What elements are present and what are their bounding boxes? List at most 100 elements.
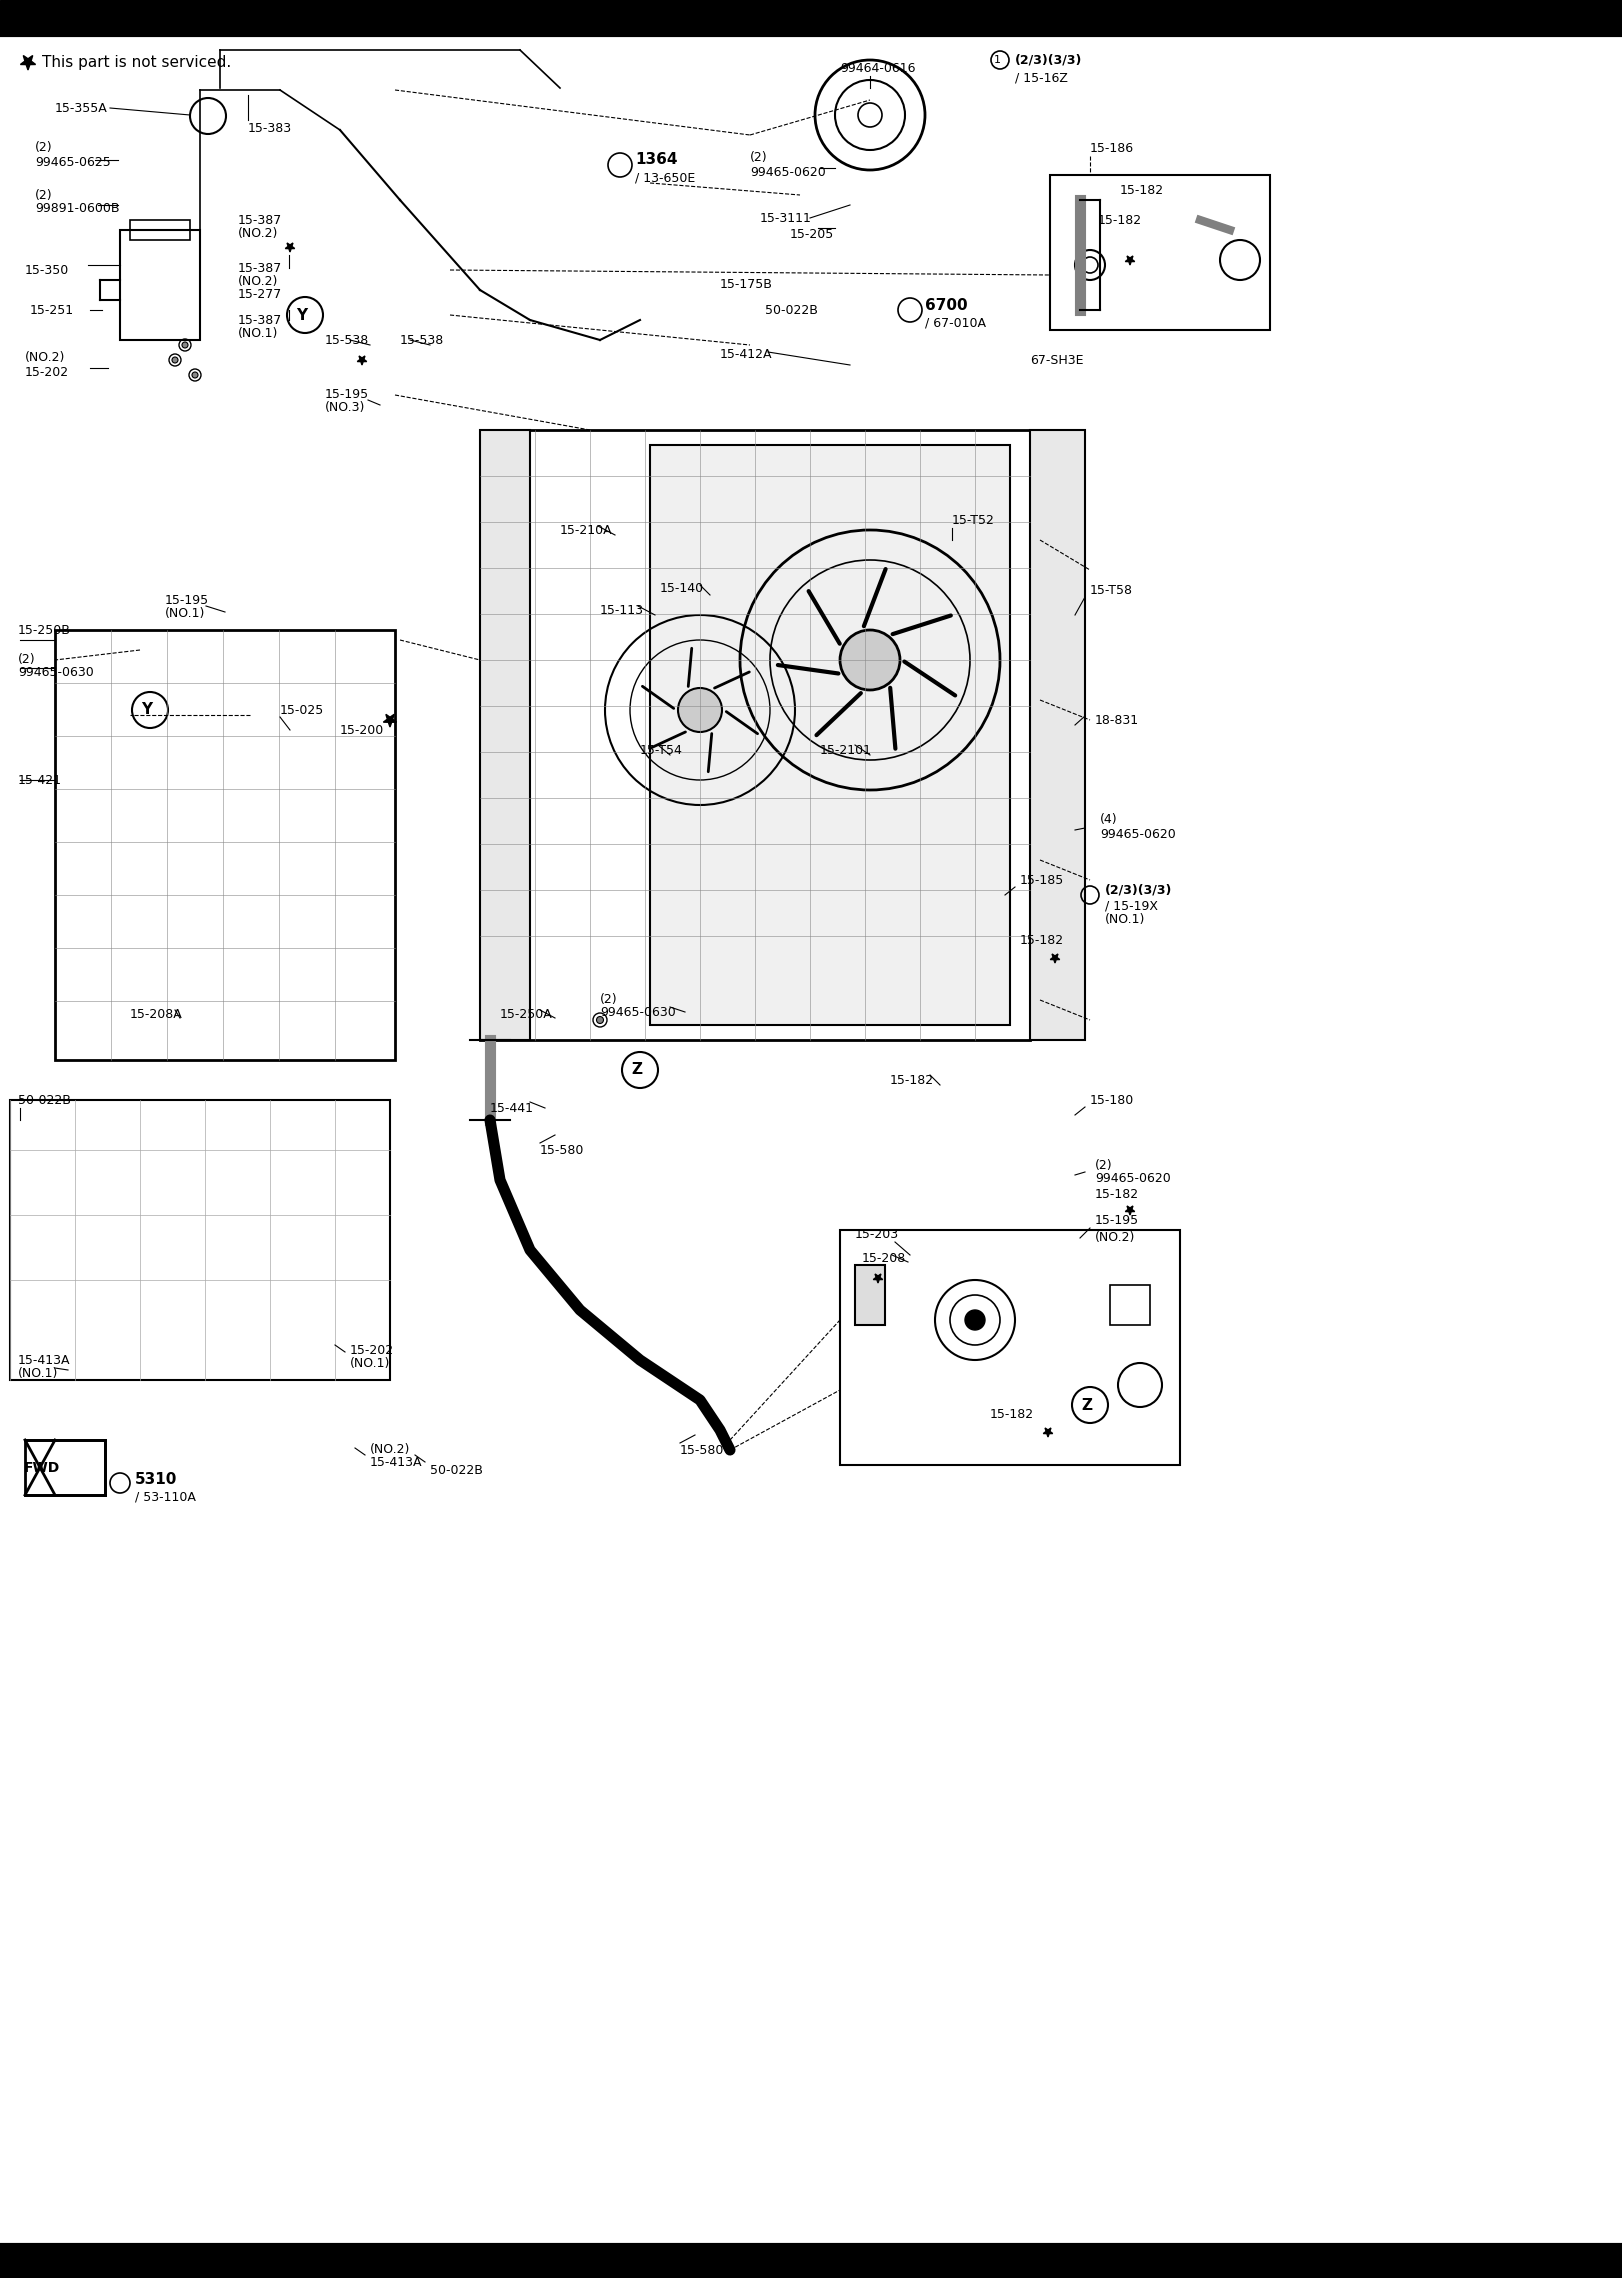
Bar [840,1230,1179,1465]
Text: (NO.1): (NO.1) [350,1355,391,1369]
Polygon shape [1043,1428,1053,1437]
Text: 15-185: 15-185 [1020,872,1064,886]
Text: (2): (2) [1095,1160,1113,1171]
Bar [480,431,530,1041]
Text: 15-182: 15-182 [1020,934,1064,945]
Text: Z: Z [1082,1396,1093,1412]
Text: 15-T52: 15-T52 [952,513,994,526]
Text: (NO.1): (NO.1) [238,326,279,339]
Circle shape [965,1310,985,1330]
Text: 99465-0630: 99465-0630 [18,667,94,679]
Text: 15-182: 15-182 [1098,214,1142,226]
Text: / 15-16Z: / 15-16Z [1015,71,1067,84]
Text: (NO.2): (NO.2) [238,226,279,239]
Text: (2): (2) [36,189,52,200]
Text: 67-SH3E: 67-SH3E [1030,353,1083,367]
Text: 15-387: 15-387 [238,314,282,326]
Polygon shape [285,244,295,253]
Text: 50-022B: 50-022B [766,303,817,317]
Text: 15-025: 15-025 [281,704,324,718]
Text: 15-202: 15-202 [350,1344,394,1355]
Polygon shape [383,715,397,727]
Text: 15-3111: 15-3111 [761,212,813,226]
Bar [120,230,200,339]
Bar [24,1440,105,1494]
Text: 50-022B: 50-022B [430,1462,483,1476]
Text: 50-022B: 50-022B [18,1093,71,1107]
Text: (2): (2) [36,141,52,155]
Text: 15-202: 15-202 [24,364,70,378]
Bar [1049,175,1270,330]
Text: 15-186: 15-186 [1090,141,1134,155]
Bar [55,631,396,1059]
Text: 15-210A: 15-210A [560,524,613,538]
Text: (NO.1): (NO.1) [18,1367,58,1380]
Text: 15-180: 15-180 [1090,1093,1134,1107]
Text: 99891-0600B: 99891-0600B [36,200,120,214]
Circle shape [840,631,900,690]
Text: 15-413A: 15-413A [18,1353,70,1367]
Text: 15-113: 15-113 [600,604,644,617]
Circle shape [182,342,188,349]
Bar [855,1264,886,1326]
Text: 15-251: 15-251 [29,303,75,317]
Text: 1: 1 [994,55,1001,66]
Text: 5310: 5310 [135,1472,177,1488]
Text: (NO.3): (NO.3) [324,401,365,415]
Bar [650,444,1011,1025]
Text: 15-2101: 15-2101 [821,743,873,756]
Text: 15-208A: 15-208A [130,1009,183,1021]
Bar [1030,431,1085,1041]
Circle shape [678,688,722,731]
Text: / 67-010A: / 67-010A [925,317,986,330]
Text: 15-277: 15-277 [238,289,282,301]
Text: (2): (2) [600,993,618,1007]
Text: 15-412A: 15-412A [720,349,772,362]
Bar [10,1100,389,1380]
Text: This part is not serviced.: This part is not serviced. [42,55,232,71]
Text: (2): (2) [18,654,36,667]
Text: 99465-0620: 99465-0620 [1100,829,1176,841]
Text: (NO.1): (NO.1) [1105,913,1145,927]
Bar [480,431,1030,1041]
Text: 15-203: 15-203 [855,1228,899,1242]
Circle shape [191,371,198,378]
Text: Y: Y [141,702,152,718]
Text: 99465-0620: 99465-0620 [749,166,826,178]
Text: 18-831: 18-831 [1095,713,1139,727]
Text: FWD: FWD [24,1460,60,1474]
Text: / 13-650E: / 13-650E [634,171,696,185]
Polygon shape [21,55,36,71]
Text: 99464-0616: 99464-0616 [840,62,915,75]
Text: / 53-110A: / 53-110A [135,1490,196,1503]
Text: 15-182: 15-182 [890,1073,934,1087]
Text: 15-175B: 15-175B [720,278,772,292]
Text: 15-195: 15-195 [1095,1214,1139,1226]
Text: 15-580: 15-580 [540,1144,584,1157]
Text: 15-350: 15-350 [24,264,70,276]
Text: 15-T58: 15-T58 [1090,583,1134,597]
Text: 15-387: 15-387 [238,214,282,226]
Text: 15-421: 15-421 [18,775,62,786]
Text: (NO.2): (NO.2) [238,276,279,287]
Text: 15-538: 15-538 [324,333,370,346]
Bar [130,221,190,239]
Bar [0,0,1622,34]
Text: (4): (4) [1100,813,1118,827]
Circle shape [597,1016,603,1023]
Text: 15-383: 15-383 [248,121,292,134]
Text: 15-182: 15-182 [989,1408,1035,1421]
Text: 15-205: 15-205 [790,228,834,241]
Text: 15-195: 15-195 [324,390,370,401]
Text: (2/3)(3/3): (2/3)(3/3) [1105,884,1173,898]
Text: Z: Z [631,1062,642,1077]
Bar [0,2246,1622,2278]
Text: 6700: 6700 [925,298,968,314]
Polygon shape [1126,255,1135,264]
Text: 15-413A: 15-413A [370,1456,422,1469]
Text: 99465-0630: 99465-0630 [600,1007,676,1021]
Circle shape [172,358,178,362]
Text: 15-250A: 15-250A [500,1009,553,1021]
Text: 15-538: 15-538 [401,333,444,346]
Text: 1364: 1364 [634,153,678,169]
